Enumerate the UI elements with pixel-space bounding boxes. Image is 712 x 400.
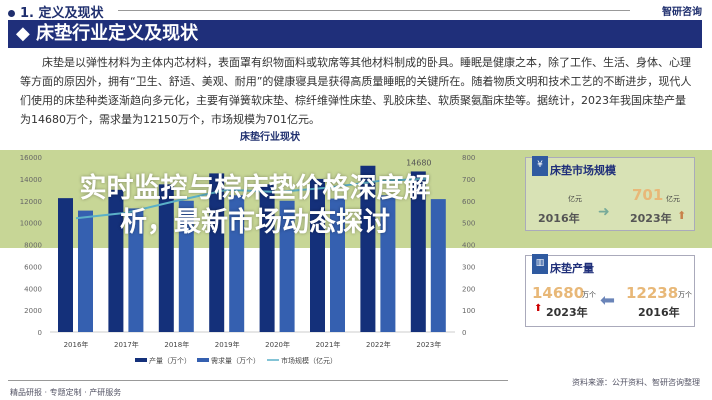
y-tick-left: 14000 (20, 176, 42, 184)
legend-label: 产量（万个） (149, 356, 191, 365)
market-to-value: 701 (632, 186, 664, 204)
bar-production (259, 184, 275, 332)
y-tick-right: 0 (462, 329, 466, 337)
x-tick-label: 2022年 (366, 340, 391, 349)
legend-label: 市场规模（亿元） (281, 356, 337, 365)
production-box: ▥ 床垫产量 14680 万个 ⬆ 2023年 ⬅ 12238 万个 2016年 (525, 254, 695, 327)
bar-demand (178, 200, 194, 332)
y-tick-right: 400 (462, 242, 475, 250)
production-to-year: 2023年 (546, 306, 588, 319)
production-from-value: 12238 (626, 284, 679, 302)
x-tick-label: 2017年 (114, 340, 139, 349)
y-tick-right: 800 (462, 154, 475, 162)
y-tick-right: 100 (462, 307, 475, 315)
intro-paragraph: 床垫是以弹性材料为主体内芯材料，表面罩有织物面料或软席等其他材料制成的卧具。睡眠… (20, 56, 692, 126)
line-market-size (75, 177, 429, 220)
bar-demand (279, 200, 295, 332)
divider (8, 380, 508, 381)
x-tick-label: 2016年 (64, 340, 89, 349)
brand-logo: 智研咨询 (662, 7, 702, 18)
market-from-unit: 亿元 (568, 195, 582, 203)
legend-swatch (197, 358, 209, 362)
arrow-left-icon: ⬅ (600, 290, 616, 311)
legend-swatch (135, 358, 147, 362)
x-tick-label: 2020年 (265, 340, 290, 349)
production-to-unit: 万个 (582, 291, 596, 299)
market-box-title: 床垫市场规模 (550, 164, 616, 177)
chart-title: 床垫行业现状 (240, 132, 300, 143)
bar-production (410, 171, 426, 332)
x-tick-label: 2021年 (316, 340, 341, 349)
chart-icon: ▥ (532, 254, 548, 274)
bar-production (209, 173, 225, 332)
section-heading: 1. 定义及现状 (8, 2, 104, 21)
footer-tagline: 精品研报 · 专题定制 · 产研服务 (10, 388, 122, 397)
y-tick-right: 500 (462, 220, 475, 228)
arrow-up-icon: ⬆ (534, 303, 543, 314)
production-to-value: 14680 (532, 284, 585, 302)
money-icon: ¥ (532, 156, 548, 176)
y-tick-left: 4000 (24, 285, 42, 293)
y-tick-left: 2000 (24, 307, 42, 315)
production-from-unit: 万个 (678, 291, 692, 299)
combo-chart: 0 2000 4000 6000 8000 10000 12000 14000 16000 0 10… (20, 154, 476, 365)
market-to-unit: 亿元 (666, 195, 680, 203)
market-from-year: 2016年 (538, 212, 580, 225)
x-tick-label: 2019年 (215, 340, 240, 349)
y-tick-left: 6000 (24, 263, 42, 271)
data-label: 14680 (406, 158, 431, 167)
bar-demand (78, 210, 93, 332)
banner-title: ◆ 床垫行业定义及现状 (8, 20, 702, 48)
y-tick-left: 16000 (20, 154, 42, 162)
bar-production (108, 189, 124, 332)
divider (118, 10, 630, 11)
x-tick-label: 2023年 (416, 340, 441, 349)
y-tick-left: 12000 (20, 198, 42, 206)
production-from-year: 2016年 (638, 306, 680, 319)
arrow-up-icon: ⬆ (677, 209, 687, 222)
bar-production (310, 178, 325, 332)
production-box-title: 床垫产量 (550, 262, 594, 275)
legend-label: 需求量（万个） (211, 356, 260, 365)
y-tick-left: 8000 (24, 242, 42, 250)
arrow-right-icon: ➜ (598, 204, 610, 220)
bar-demand (330, 198, 345, 332)
source-note: 资料来源：公开资料、智研咨询整理 (572, 378, 700, 387)
market-to-year: 2023年 (630, 212, 672, 225)
y-tick-left: 10000 (20, 220, 42, 228)
bar-demand (430, 199, 446, 332)
overlay-title: 实时监控与棕床垫价格深度解析，最新市场动态探讨 (79, 173, 431, 238)
y-tick-left: 0 (38, 329, 42, 337)
y-tick-right: 600 (462, 198, 475, 206)
bar-production (360, 165, 376, 332)
y-tick-right: 200 (462, 285, 475, 293)
bar-demand (380, 195, 396, 332)
x-tick-label: 2018年 (164, 340, 189, 349)
market-size-box: ¥ 床垫市场规模 亿元 2016年 ➜ 701 亿元 2023年 ⬆ (525, 156, 695, 231)
bar-production (58, 198, 73, 332)
bar-demand (128, 208, 144, 332)
y-tick-right: 300 (462, 263, 475, 271)
bar-demand (229, 195, 245, 332)
y-tick-right: 700 (462, 176, 475, 184)
bar-production (158, 184, 174, 332)
